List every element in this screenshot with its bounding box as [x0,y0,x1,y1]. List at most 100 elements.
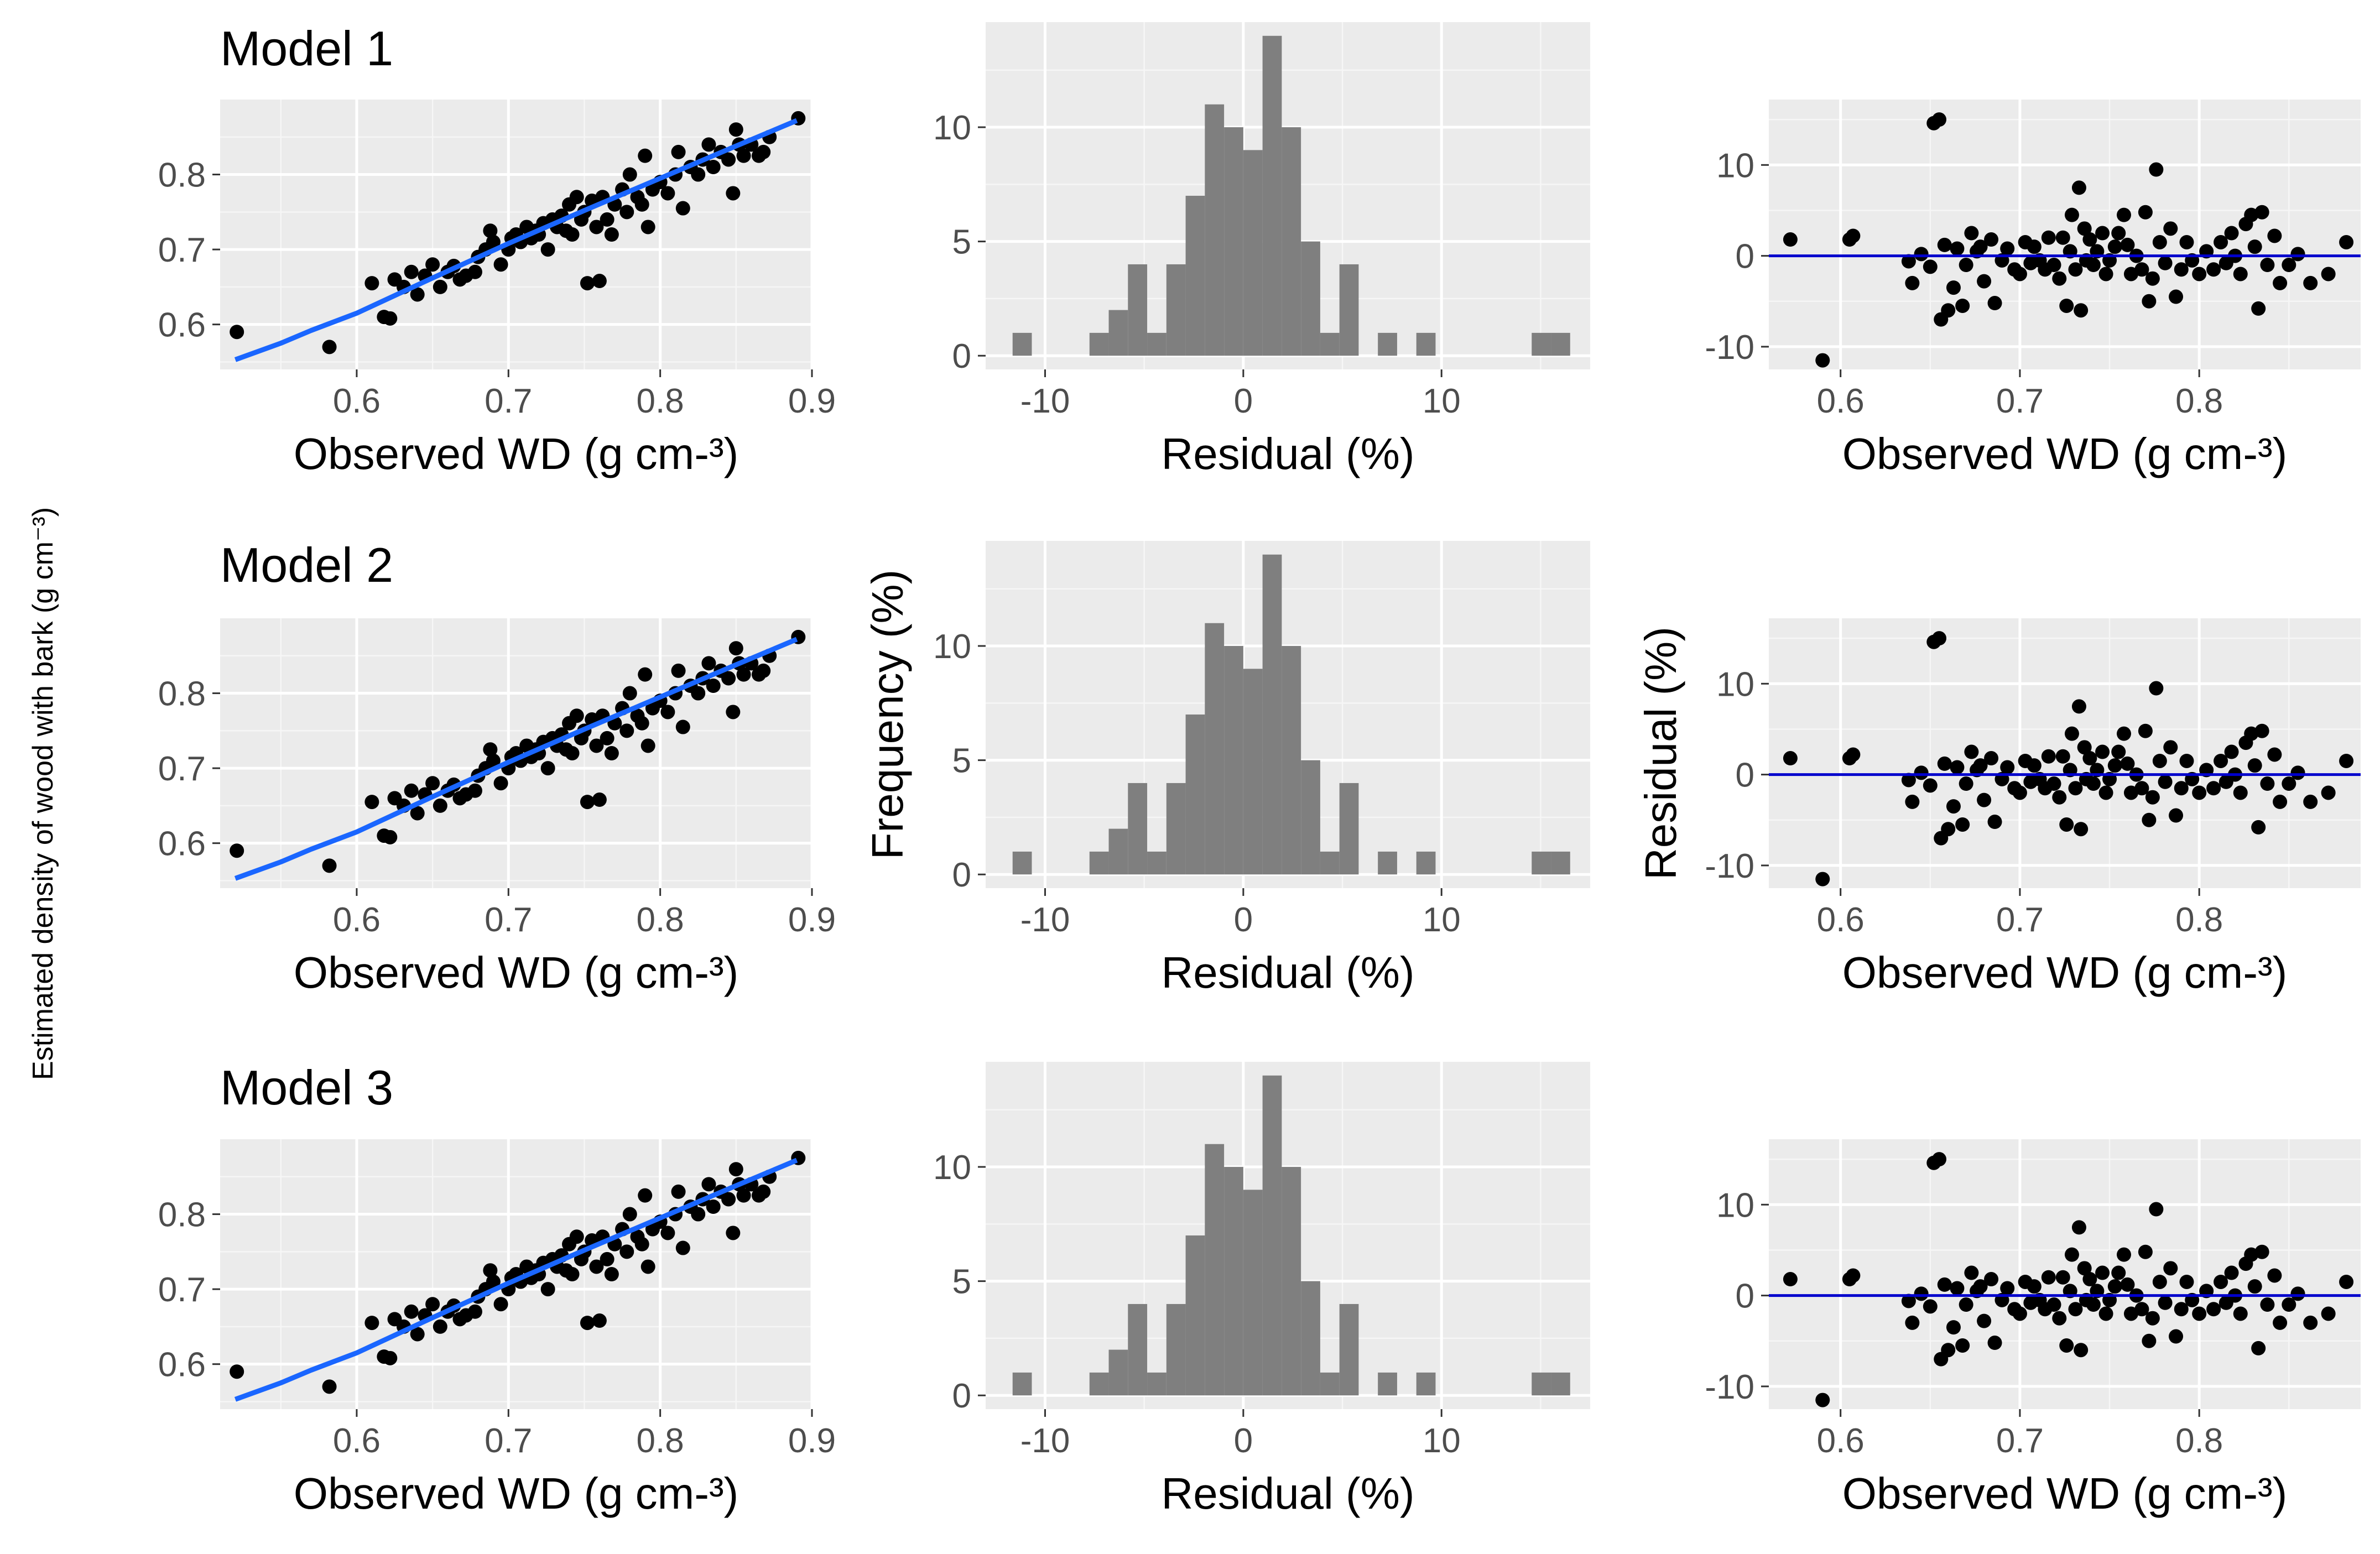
data-point [2134,781,2149,796]
data-point [1846,1268,1861,1283]
data-point [2267,747,2282,762]
data-point [404,1304,419,1319]
data-point [2086,1297,2101,1312]
data-point [2192,267,2207,281]
data-point [2055,230,2070,245]
data-point [671,663,686,678]
data-point [2169,808,2184,823]
histogram-bar [1166,783,1186,875]
histogram-bar [1262,1075,1282,1396]
data-point [2041,230,2056,245]
data-point [2123,785,2138,800]
data-point [404,783,419,798]
data-point [640,220,655,234]
data-point [592,1313,607,1328]
data-point [701,656,716,671]
data-point [2117,726,2131,741]
data-point [706,160,721,174]
data-point [569,708,584,723]
model-3-scatter-x-tick-label: 0.7 [485,1422,532,1460]
data-point [2138,723,2153,738]
data-point [2074,822,2089,837]
data-point [2142,294,2157,309]
data-point [1815,872,1830,886]
x-axis-title: Residual (%) [1162,1469,1415,1518]
model-3-residual-vs-observed-panel: 0.6 0.7 0.8 -10 0 10 Observed WD (g cm-³) [1705,1139,2361,1518]
data-point [1901,254,1916,269]
data-point [2290,765,2305,780]
histogram-bar [1301,1281,1320,1396]
data-point [565,1267,580,1281]
model-1-residual-scatter-y-tick-label: -10 [1705,328,1754,367]
data-point [592,792,607,807]
data-point [1783,232,1798,247]
histogram-bar [1320,851,1340,875]
data-point [2145,790,2160,805]
histogram-bar [1108,1349,1128,1396]
data-point [1946,280,1961,295]
data-point [1905,275,1920,290]
data-point [383,1350,398,1365]
data-point [589,1259,604,1274]
data-point [2152,753,2167,768]
histogram-bar [1378,332,1397,356]
data-point [410,1327,425,1342]
data-point [2071,180,2086,195]
model-2-histogram-y-tick-label: 0 [952,856,971,894]
data-point [2206,1302,2221,1317]
histogram-bar [1282,646,1301,875]
data-point [660,705,675,719]
data-point [467,264,482,279]
data-point [1941,303,1956,318]
data-point [425,257,440,272]
data-point [2107,239,2122,254]
data-point [425,1297,440,1312]
x-axis-title: Observed WD (g cm-³) [1842,429,2288,478]
model-1-scatter-y-tick-label: 0.6 [158,306,206,345]
x-axis-title: Observed WD (g cm-³) [294,948,739,997]
histogram-bar [1147,332,1166,356]
histogram-bar [1147,851,1166,875]
model-2-histogram-y-tick-label: 10 [933,628,971,666]
model-2-histogram-x-tick-label: 10 [1423,901,1461,939]
model-1-residual-scatter-y-tick-label: 0 [1736,238,1754,276]
histogram-bar [1205,623,1225,875]
data-point [2077,221,2092,236]
data-point [2321,267,2336,281]
histogram-bar [1089,851,1109,875]
data-point [2158,1295,2173,1310]
histogram-bar [1339,1303,1359,1396]
model-1-scatter-x-tick-label: 0.9 [788,382,836,420]
data-point [726,705,741,719]
data-point [1923,259,1938,274]
data-point [640,738,655,753]
data-point [604,1267,619,1281]
data-point [1905,794,1920,809]
data-point [2174,1302,2189,1317]
data-point [619,723,634,738]
model-1-scatter-x-tick-label: 0.7 [485,382,532,420]
model-3-scatter-x-tick-label: 0.9 [788,1422,836,1460]
data-point [756,663,771,678]
model-3-observed-vs-estimated-panel: 0.6 0.7 0.8 0.9 0.6 0.7 0.8 Observed WD (g cm-³… [158,1139,836,1518]
data-point [726,186,741,201]
data-point [2251,820,2266,835]
histogram-bar [1166,1303,1186,1396]
data-point [726,1226,741,1240]
data-point [1977,274,1992,289]
data-point [2158,774,2173,789]
data-point [1984,1272,1999,1287]
data-point [433,798,447,813]
histogram-bar [1262,554,1282,875]
data-point [2152,1274,2167,1289]
data-point [2120,237,2135,252]
histogram-bar [1416,1372,1436,1396]
histogram-bar [1339,264,1359,356]
data-point [2254,1244,2269,1259]
data-point [2071,1220,2086,1235]
model-2-histogram-x-tick-label: -10 [1020,901,1070,939]
data-point [2149,681,2164,696]
data-point [2052,790,2067,805]
data-point [1941,1343,1956,1358]
